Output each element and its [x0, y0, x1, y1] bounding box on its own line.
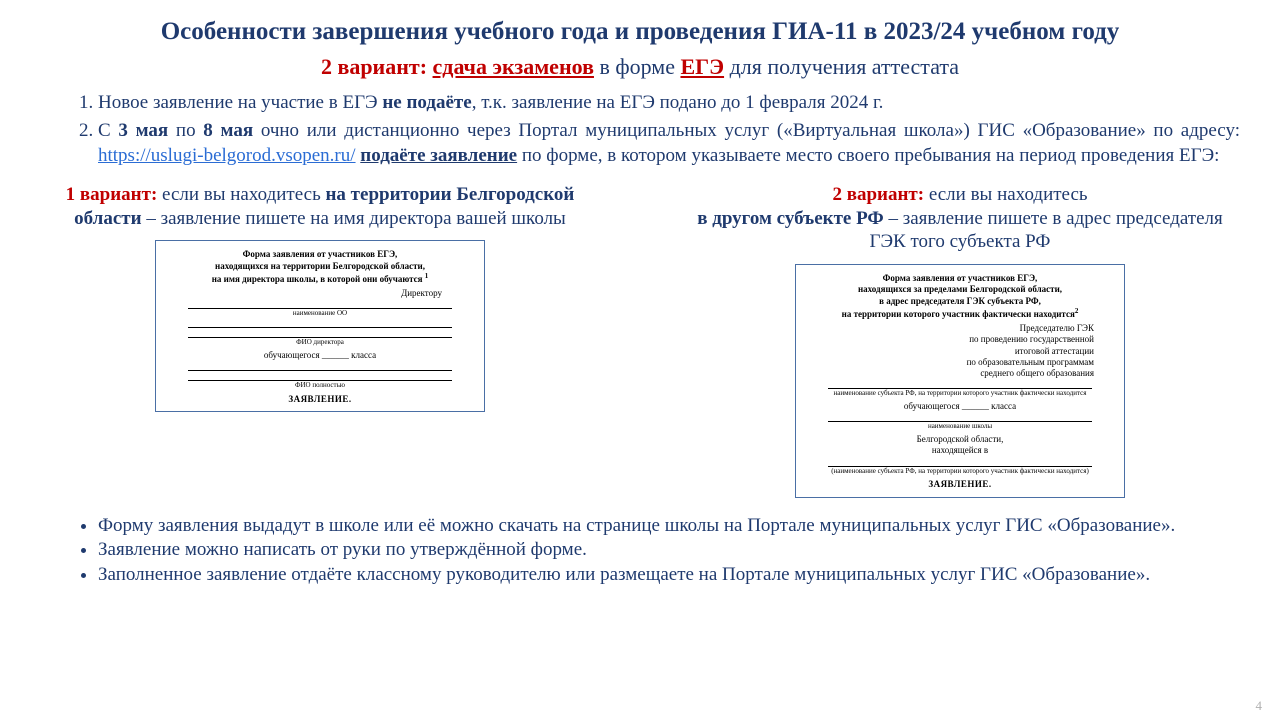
bullet-2: Заявление можно написать от руки по утве… [98, 538, 1240, 563]
f1-h3: на имя директора школы, в которой они об… [212, 274, 423, 284]
column-2: 2 вариант: если вы находитесь в другом су… [680, 183, 1240, 498]
f1-to: Директору [168, 288, 472, 299]
f1-cap1: наименование ОО [168, 309, 472, 318]
f2-line3 [828, 459, 1092, 467]
col1-title: 1 вариант: если вы находитесь на террито… [40, 183, 600, 231]
f2-bel1: Белгородской области, [808, 434, 1112, 445]
col2-t3: – заявление пишете в адрес председателя … [870, 208, 1223, 253]
li1-a: Новое заявление на участие в ЕГЭ [98, 92, 382, 113]
list-item-1: Новое заявление на участие в ЕГЭ не пода… [98, 90, 1240, 116]
col1-lead: 1 вариант: [66, 184, 158, 205]
li2-d: 8 мая [203, 120, 253, 141]
subtitle: 2 вариант: сдача экзаменов в форме ЕГЭ д… [40, 54, 1240, 80]
f2-h2: находящихся за пределами Белгородской об… [808, 284, 1112, 295]
f2-mid: обучающегося ______ класса [808, 401, 1112, 412]
columns: 1 вариант: если вы находитесь на террито… [40, 183, 1240, 498]
subtitle-tail: для получения аттестата [724, 54, 959, 79]
bottom-bullets: Форму заявления выдадут в школе или её м… [40, 514, 1240, 588]
f2-line2 [828, 414, 1092, 422]
li2-e: очно или дистанционно через Портал муниц… [253, 120, 1240, 141]
bullet-1: Форму заявления выдадут в школе или её м… [98, 514, 1240, 539]
f2-h1: Форма заявления от участников ЕГЭ, [808, 273, 1112, 284]
f2-to2: по проведению государственной [808, 334, 1094, 345]
f2-to1: Председателю ГЭК [808, 323, 1094, 334]
numbered-list: Новое заявление на участие в ЕГЭ не пода… [40, 90, 1240, 169]
li1-b: не подаёте [382, 92, 471, 113]
li2-h: по форме, в котором указываете место сво… [517, 145, 1219, 166]
f1-stmt: ЗАЯВЛЕНИЕ. [168, 394, 472, 405]
col1-t1: если вы находитесь [157, 184, 325, 205]
f1-sup: 1 [425, 272, 429, 280]
f2-cap3: (наименование субъекта РФ, на территории… [808, 467, 1112, 476]
li2-c: по [168, 120, 203, 141]
subtitle-mid: сдача экзаменов [433, 54, 594, 79]
li1-c: , т.к. заявление на ЕГЭ подано до 1 февр… [472, 92, 884, 113]
form-box-2: Форма заявления от участников ЕГЭ, наход… [795, 264, 1125, 498]
f2-line1 [828, 381, 1092, 389]
f1-line4 [188, 363, 452, 371]
f2-sup: 2 [1075, 307, 1079, 315]
col1-t3: – заявление пишете на имя директора ваше… [142, 208, 566, 229]
f1-line5 [188, 373, 452, 381]
f2-h4: на территории которого участник фактичес… [842, 309, 1075, 319]
page-title: Особенности завершения учебного года и п… [40, 18, 1240, 46]
f1-h2: находящихся на территории Белгородской о… [168, 261, 472, 272]
f2-to5: среднего общего образования [808, 368, 1094, 379]
f2-h4w: на территории которого участник фактичес… [808, 307, 1112, 320]
f2-h3: в адрес председателя ГЭК субъекта РФ, [808, 296, 1112, 307]
list-item-2: С 3 мая по 8 мая очно или дистанционно ч… [98, 118, 1240, 169]
col2-title: 2 вариант: если вы находитесь в другом су… [680, 183, 1240, 254]
f2-stmt: ЗАЯВЛЕНИЕ. [808, 479, 1112, 490]
f1-line1 [188, 301, 452, 309]
f2-toblk: Председателю ГЭК по проведению государст… [808, 323, 1112, 379]
li2-b: 3 мая [118, 120, 168, 141]
col2-lead: 2 вариант: [832, 184, 924, 205]
f1-cap2: ФИО директора [168, 338, 472, 347]
f1-cap3: ФИО полностью [168, 381, 472, 390]
bullet-3: Заполненное заявление отдаёте классному … [98, 563, 1240, 588]
portal-link[interactable]: https://uslugi-belgorod.vsopen.ru/ [98, 145, 356, 166]
col2-t2: в другом субъекте РФ [697, 208, 883, 229]
column-1: 1 вариант: если вы находитесь на террито… [40, 183, 600, 498]
f1-h3w: на имя директора школы, в которой они об… [168, 272, 472, 285]
f1-mid: обучающегося ______ класса [168, 350, 472, 361]
subtitle-prefix: 2 вариант: [321, 54, 433, 79]
f1-line3 [188, 330, 452, 338]
subtitle-after: в форме [594, 54, 681, 79]
f2-to3: итоговой аттестации [808, 346, 1094, 357]
page-number: 4 [1256, 698, 1263, 714]
subtitle-ege: ЕГЭ [680, 54, 724, 79]
col2-t1: если вы находитесь [924, 184, 1087, 205]
li2-g: подаёте заявление [360, 145, 517, 166]
f2-bel2: находящейся в [808, 445, 1112, 456]
form-box-1: Форма заявления от участников ЕГЭ, наход… [155, 240, 485, 412]
f1-line2 [188, 320, 452, 328]
f2-to4: по образовательным программам [808, 357, 1094, 368]
f1-h1: Форма заявления от участников ЕГЭ, [168, 249, 472, 260]
f2-cap1: наименование субъекта РФ, на территории … [808, 389, 1112, 398]
li2-a: С [98, 120, 118, 141]
f2-cap2: наименование школы [808, 422, 1112, 431]
